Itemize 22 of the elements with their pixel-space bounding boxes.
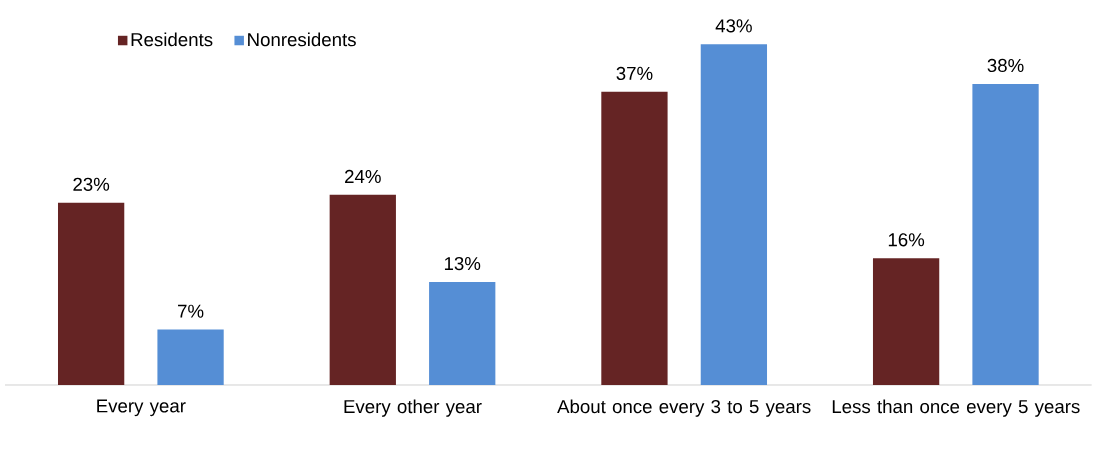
data-label: 23% [73,177,110,191]
data-label: 16% [888,233,925,247]
bar [157,329,224,385]
data-label: 43% [715,19,752,33]
bar [601,91,668,385]
x-tick-label: About once every 3 to 5 years [557,399,811,417]
legend-label: Nonresidents [248,32,356,47]
legend-label: Residents [131,32,213,47]
x-tick-label: Every other year [344,399,482,417]
bar [329,194,396,385]
data-label: 7% [178,304,204,318]
data-label: 13% [444,256,481,271]
bar [872,258,940,385]
x-tick-label: Less than once every 5 years [832,399,1080,417]
bar [57,202,125,385]
data-label: 37% [616,66,653,81]
x-tick-label: Every year [97,399,186,417]
bar [972,83,1039,385]
data-label: 24% [345,169,381,183]
bar [700,44,768,385]
bar [429,281,496,385]
data-label: 38% [987,58,1024,73]
